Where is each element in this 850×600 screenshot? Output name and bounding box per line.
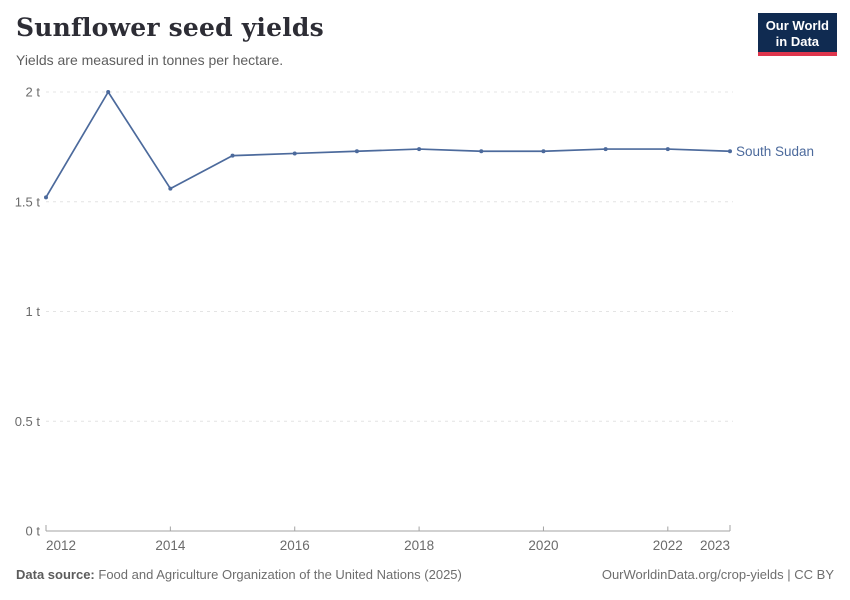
owid-logo-line1: Our World xyxy=(765,18,829,33)
data-point-south-sudan-2014[interactable] xyxy=(168,186,173,191)
footer-rights-link[interactable]: OurWorldinData.org/crop-yields | CC BY xyxy=(601,567,834,582)
data-point-south-sudan-2023[interactable] xyxy=(728,149,732,154)
data-source-label: Data source: xyxy=(16,567,95,582)
y-axis-tick-label: 0 t xyxy=(26,524,41,539)
data-source: Data source: Food and Agriculture Organi… xyxy=(16,567,462,582)
owid-logo[interactable]: Our World in Data xyxy=(757,13,837,57)
line-chart: 0 t 0.5 t 1 t 1.5 t 2 t 2012 2014 2016 2018 2020 2… xyxy=(15,85,814,554)
data-point-south-sudan-2020[interactable] xyxy=(541,149,546,154)
y-axis-tick-label: 0.5 t xyxy=(15,414,41,429)
data-source-text: Food and Agriculture Organization of the… xyxy=(98,567,462,582)
data-point-south-sudan-2019[interactable] xyxy=(479,149,484,154)
data-point-south-sudan-2016[interactable] xyxy=(292,151,297,156)
x-axis-tick-label: 2018 xyxy=(404,538,434,553)
chart-footer: Data source: Food and Agriculture Organi… xyxy=(16,567,834,582)
x-axis-tick-label: 2022 xyxy=(653,538,683,553)
x-axis-tick-label: 2012 xyxy=(46,538,76,553)
page-title: Sunflower seed yields xyxy=(16,13,324,42)
data-point-south-sudan-2021[interactable] xyxy=(603,147,608,152)
x-axis-tick-label: 2023 xyxy=(700,538,730,553)
owid-logo-line2: in Data xyxy=(775,33,820,49)
data-point-south-sudan-2022[interactable] xyxy=(665,147,670,152)
chart-subtitle: Yields are measured in tonnes per hectar… xyxy=(16,52,284,68)
data-point-south-sudan-2015[interactable] xyxy=(230,153,235,158)
x-axis-tick-label: 2014 xyxy=(155,538,186,553)
data-point-south-sudan-2017[interactable] xyxy=(354,149,359,154)
data-point-south-sudan-2013[interactable] xyxy=(106,90,111,94)
series-label-south-sudan[interactable]: South Sudan xyxy=(736,144,814,159)
series-line-south-sudan[interactable] xyxy=(45,91,731,198)
data-point-south-sudan-2012[interactable] xyxy=(44,195,48,200)
x-axis-tick-label: 2016 xyxy=(280,538,310,553)
y-axis-tick-label: 1.5 t xyxy=(15,194,41,209)
y-axis-tick-label: 2 t xyxy=(26,85,41,100)
y-axis-tick-label: 1 t xyxy=(26,304,41,319)
x-axis-tick-label: 2020 xyxy=(528,538,558,553)
data-point-south-sudan-2018[interactable] xyxy=(417,147,422,152)
